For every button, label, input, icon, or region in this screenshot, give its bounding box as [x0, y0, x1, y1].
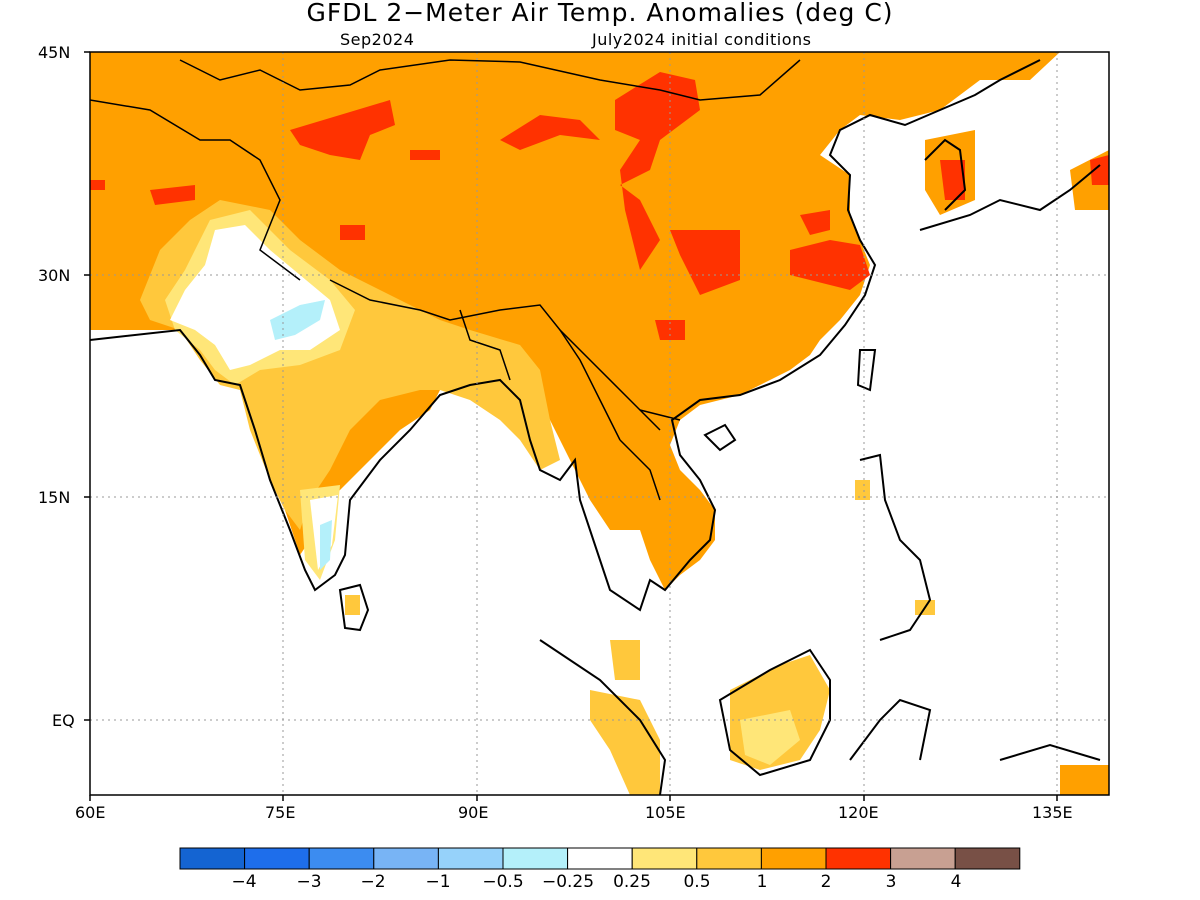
anomaly-fill-0.25-0.5 [740, 710, 800, 765]
anomaly-fill-0.5-1 [345, 595, 360, 615]
colorbar-label: −0.5 [482, 872, 524, 892]
anomaly-fill-2-3 [500, 115, 600, 150]
colorbar-cell [373, 847, 439, 870]
lat-lon-grid [90, 52, 1109, 795]
lat-tick-label: 15N [38, 488, 71, 507]
lat-tick-label: 30N [38, 266, 71, 285]
anomaly-fill-2-3 [615, 72, 700, 270]
colorbar-label: −4 [231, 872, 257, 892]
colorbar-cell [890, 847, 956, 870]
colorbar-cell [567, 847, 633, 870]
anomaly-fill-2-3 [1090, 155, 1109, 185]
colorbar-label: 4 [950, 872, 962, 892]
axis-ticks [84, 51, 1058, 801]
colorbar-cell [502, 847, 569, 870]
anomaly-fill-2-3 [670, 230, 740, 295]
coastlines [90, 59, 1101, 795]
lon-tick-label: 90E [458, 803, 489, 822]
lon-tick-label: 120E [838, 803, 879, 822]
anomaly-fill-1-2 [1060, 765, 1109, 795]
lon-tick-label: 105E [645, 803, 686, 822]
lon-tick-label: 60E [75, 803, 106, 822]
colorbar-label: −0.25 [541, 872, 595, 892]
plot-frame [89, 51, 1110, 796]
anomaly-fill-2-3 [340, 225, 365, 240]
anomaly-fill-0.5-1 [590, 690, 660, 795]
map-plot-area [90, 52, 1109, 795]
colorbar-label: −3 [296, 872, 322, 892]
valid-month-label: Sep2024 [340, 30, 415, 49]
initial-conditions-label: July2024 initial conditions [592, 30, 812, 49]
colorbar-cell [244, 847, 310, 870]
colorbar-label: 1 [756, 872, 768, 892]
colorbar-cell [696, 847, 762, 870]
colorbar-label: 0.25 [613, 872, 651, 892]
colorbar-cell [179, 847, 246, 870]
lon-tick-label: 135E [1032, 803, 1073, 822]
country-borders [90, 59, 801, 501]
colorbar-label: −1 [425, 872, 451, 892]
colorbar-cell [760, 847, 827, 870]
lat-tick-label: EQ [52, 711, 75, 730]
anomaly-fill-near-zero [170, 225, 340, 370]
colorbar-label: 2 [820, 872, 832, 892]
anomaly-fill-0.5-1 [610, 640, 640, 680]
lat-tick-label: 45N [38, 43, 71, 62]
anomaly-fill-2-3 [790, 240, 870, 290]
anomaly-fill-neg-0.25 [270, 300, 325, 340]
colorbar-cell [437, 847, 504, 870]
anomaly-fill-0.5-1 [855, 480, 870, 500]
colorbar [179, 847, 1021, 870]
lon-tick-label: 75E [265, 803, 296, 822]
anomaly-fill-2-3 [290, 100, 395, 160]
chart-title: GFDL 2−Meter Air Temp. Anomalies (deg C) [306, 0, 894, 27]
anomaly-fill-neg-0.25 [320, 520, 332, 570]
anomaly-fill-2-3 [410, 150, 440, 160]
anomaly-fill-2-3 [150, 185, 195, 205]
anomaly-fill-2-3 [90, 180, 105, 190]
anomaly-fill-2-3 [940, 160, 965, 200]
colorbar-label: 3 [885, 872, 897, 892]
colorbar-label: 0.5 [683, 872, 711, 892]
colorbar-cell [825, 847, 892, 870]
colorbar-cell [308, 847, 375, 870]
colorbar-cell [631, 847, 698, 870]
colorbar-cell [954, 847, 1021, 870]
anomaly-fill-2-3 [800, 210, 830, 235]
colorbar-label: −2 [360, 872, 386, 892]
